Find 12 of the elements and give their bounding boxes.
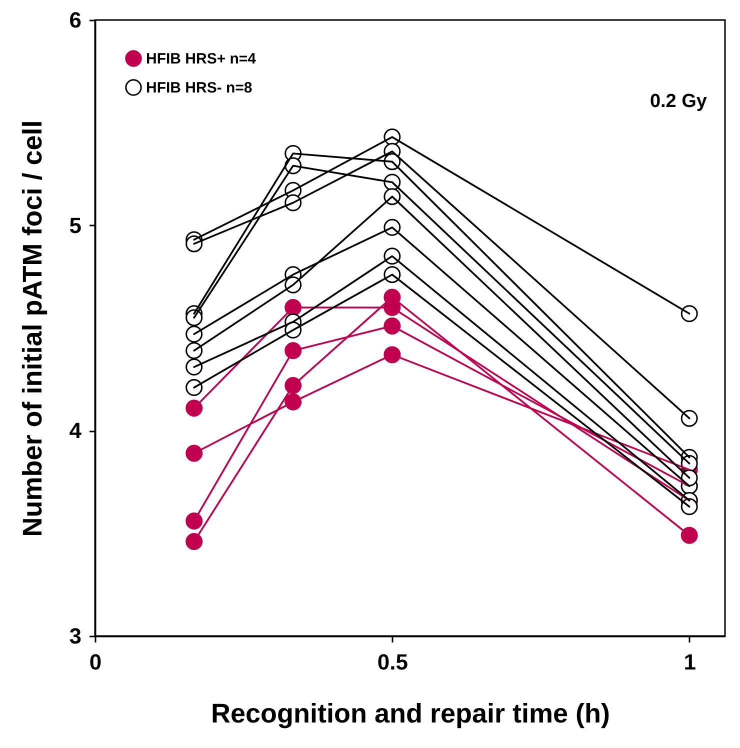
x-tick-label: 0.5: [377, 650, 408, 674]
y-axis-title: Number of initial pATM foci / cell: [17, 120, 48, 537]
annotation: 0.2 Gy: [650, 91, 708, 112]
x-tick-label: 0: [89, 650, 102, 674]
y-tick-label: 6: [69, 8, 82, 32]
y-tick-label: 4: [69, 418, 82, 444]
y-tick-label: 3: [69, 624, 82, 648]
y-tick-label: 5: [69, 212, 82, 238]
x-axis-title: Recognition and repair time (h): [210, 698, 610, 728]
legend-label: HFIB HRS+ n=4: [146, 50, 257, 68]
legend-label: HFIB HRS- n=8: [146, 80, 252, 96]
x-tick-label: 1: [684, 650, 696, 674]
